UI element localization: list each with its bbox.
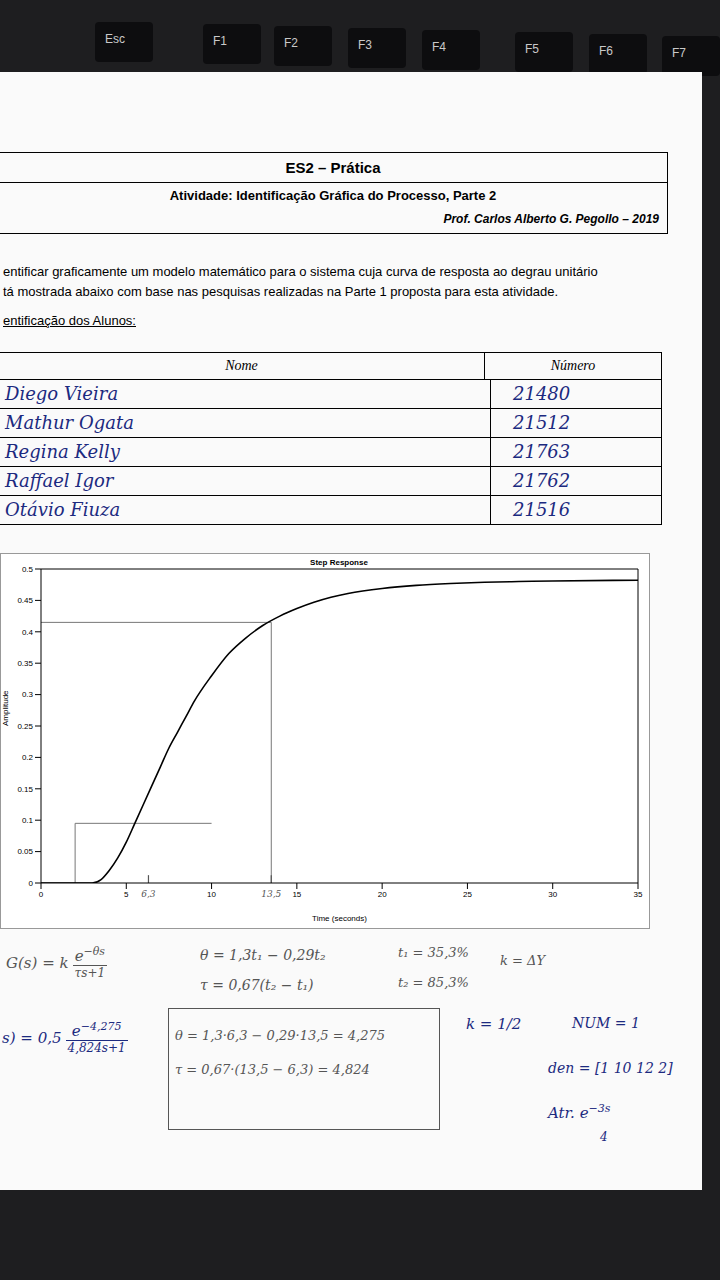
html-text:Otávio Fiuza: Otávio Fiuza <box>5 499 121 520</box>
svg-text:0.05: 0.05 <box>17 847 33 856</box>
html-text:4: 4 <box>600 1130 608 1144</box>
svg-text:0: 0 <box>29 879 34 888</box>
svg-text:30: 30 <box>548 890 557 899</box>
html-text:4,824s+1: 4,824s+1 <box>67 1041 126 1055</box>
html-text:21763: 21763 <box>513 441 571 462</box>
html-text:F3: F3 <box>358 38 372 52</box>
svg-text:0.3: 0.3 <box>22 690 34 699</box>
html-text:Step Response: Step Response <box>310 558 368 567</box>
html-text:Número: Número <box>550 358 596 373</box>
svg-text:15: 15 <box>292 890 301 899</box>
svg-text:0.45: 0.45 <box>17 596 33 605</box>
html-text:21480: 21480 <box>513 383 571 404</box>
html-text:t₁ = 35,3%: t₁ = 35,3% <box>398 945 469 960</box>
html-text:τs+1: τs+1 <box>74 966 106 980</box>
html-text:Atr. e−3s: Atr. e−3s <box>548 1102 611 1122</box>
html-text:Diego Vieira: Diego Vieira <box>5 383 119 404</box>
html-text:Esc: Esc <box>105 32 125 46</box>
html-text:k = 1/2: k = 1/2 <box>466 1015 522 1033</box>
html-text:21762: 21762 <box>513 470 571 491</box>
html-text:ES2 – Prática: ES2 – Prática <box>285 159 381 176</box>
svg-text:5: 5 <box>124 890 129 899</box>
svg-text:25: 25 <box>463 890 472 899</box>
svg-text:0.4: 0.4 <box>22 628 34 637</box>
svg-text:0: 0 <box>39 890 44 899</box>
svg-text:Time (seconds): Time (seconds) <box>312 914 367 923</box>
html-text:F6: F6 <box>599 44 613 58</box>
html-text:entificar graficamente um mode: entificar graficamente um modelo matemát… <box>3 264 598 279</box>
svg-text:Amplitude: Amplitude <box>1 690 10 726</box>
html-text:tá mostrada abaixo com base na: tá mostrada abaixo com base nas pesquisa… <box>3 284 558 299</box>
html-text:t₂ = 85,3%: t₂ = 85,3% <box>398 975 469 990</box>
html-text:τ = 0,67(t₂ − t₁): τ = 0,67(t₂ − t₁) <box>200 977 314 993</box>
html-text:entificação dos Alunos:: entificação dos Alunos: <box>3 313 136 328</box>
html-text:Mathur Ogata: Mathur Ogata <box>5 412 134 433</box>
html-text:s) = 0,5: s) = 0,5 <box>2 1028 62 1047</box>
html-text:21516: 21516 <box>513 499 571 520</box>
svg-text:20: 20 <box>378 890 387 899</box>
html-text:e−4,275: e−4,275 <box>71 1020 122 1040</box>
html-text:τ = 0,67·(13,5 − 6,3) = 4,824: τ = 0,67·(13,5 − 6,3) = 4,824 <box>175 1062 370 1077</box>
html-text:F2: F2 <box>284 36 298 50</box>
svg-text:0.1: 0.1 <box>22 816 34 825</box>
html-text:21512: 21512 <box>513 412 571 433</box>
html-text:Raffael Igor: Raffael Igor <box>5 470 114 491</box>
html-text:F1: F1 <box>213 34 227 48</box>
html-text:Regina Kelly: Regina Kelly <box>5 441 120 462</box>
svg-text:6,3: 6,3 <box>141 889 156 899</box>
svg-text:0.2: 0.2 <box>22 753 34 762</box>
html-text:θ = 1,3t₁ − 0,29t₂: θ = 1,3t₁ − 0,29t₂ <box>200 947 326 963</box>
svg-text:0.5: 0.5 <box>22 565 34 574</box>
html-text:NUM = 1: NUM = 1 <box>572 1015 640 1031</box>
html-text:Nome: Nome <box>225 358 258 373</box>
html-text:Prof. Carlos Alberto G. Pegoll: Prof. Carlos Alberto G. Pegollo – 2019 <box>443 212 659 226</box>
svg-text:10: 10 <box>207 890 216 899</box>
html-text:F4: F4 <box>432 40 446 54</box>
html-text:G(s) = k e−θs: G(s) = k e−θs <box>6 945 105 972</box>
svg-text:0.25: 0.25 <box>17 722 33 731</box>
svg-text:13,5: 13,5 <box>261 889 281 899</box>
html-text:k = ΔY: k = ΔY <box>500 953 545 968</box>
html-text:F5: F5 <box>525 42 539 56</box>
svg-text:35: 35 <box>634 890 643 899</box>
html-text:θ = 1,3·6,3 − 0,29·13,5 = 4,27: θ = 1,3·6,3 − 0,29·13,5 = 4,275 <box>175 1028 385 1043</box>
svg-text:0.35: 0.35 <box>17 659 33 668</box>
svg-text:0.15: 0.15 <box>17 785 33 794</box>
html-text:F7: F7 <box>672 46 686 60</box>
html-text:den = [1 10 12 2]: den = [1 10 12 2] <box>548 1060 673 1076</box>
html-text:Atividade: Identificação Gráfi: Atividade: Identificação Gráfica do Proc… <box>169 188 497 203</box>
